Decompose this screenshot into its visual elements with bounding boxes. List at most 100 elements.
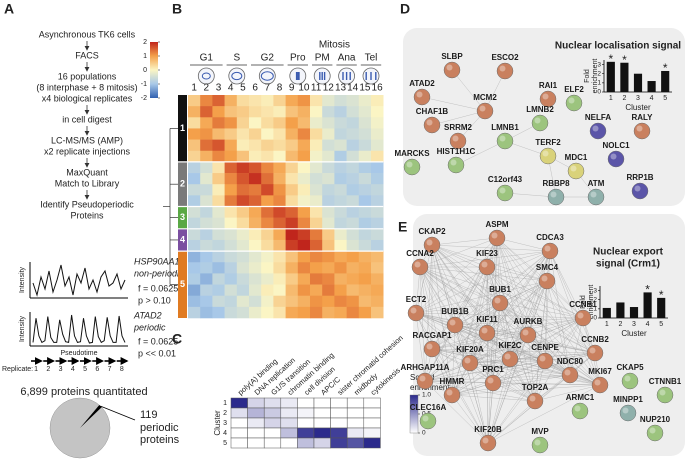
p-value: p > 0.10 (138, 295, 171, 305)
node (565, 94, 583, 112)
x-tick-label: 3 (636, 95, 640, 102)
heatmap-cell (297, 217, 311, 230)
enrichment-cell (363, 397, 381, 409)
edge (415, 312, 584, 319)
node-highlight (589, 347, 596, 354)
node (539, 147, 557, 165)
bar (661, 70, 670, 92)
node-highlight (610, 153, 617, 160)
significance-marker: * (659, 288, 664, 302)
heatmap-cell (212, 161, 225, 174)
node-highlight (542, 93, 549, 100)
edge (492, 237, 498, 384)
heatmap-cell (310, 139, 323, 152)
phase-label: Pro (290, 53, 306, 64)
heatmap-cell (310, 284, 323, 296)
edge (487, 382, 494, 444)
enrichment-cell (346, 397, 365, 409)
edge (424, 360, 546, 382)
heatmap-cell (358, 284, 372, 296)
pie-total: 6,899 (20, 386, 48, 398)
heatmap-cell (261, 95, 274, 107)
node (423, 236, 441, 254)
node-highlight (450, 159, 457, 166)
edge (487, 400, 536, 444)
heatmap-cell (285, 273, 299, 285)
heatmap-cell (358, 228, 372, 241)
flow-step: x4 biological replicates (42, 93, 133, 103)
node (531, 436, 549, 454)
node-label: BUB1B (441, 307, 469, 316)
heatmap-cell (261, 206, 274, 218)
heatmap-cell (346, 262, 360, 274)
heatmap-cell (346, 184, 360, 196)
node-highlight (564, 369, 571, 376)
heatmap-cell (188, 195, 201, 207)
node (547, 188, 565, 206)
heatmap-cell (212, 184, 225, 196)
heatmap-cell (273, 251, 286, 263)
node-highlight (419, 375, 426, 382)
heatmap-cell (358, 239, 372, 252)
panel-label: D (400, 1, 410, 17)
heatmap-cell (200, 284, 213, 296)
edge (415, 312, 489, 444)
heatmap-cell (200, 150, 213, 163)
heatmap-cell (358, 251, 372, 263)
heatmap-cell (334, 95, 347, 107)
phase-label: G2 (261, 53, 275, 64)
edge (431, 244, 584, 319)
heatmap-cell (236, 150, 250, 163)
heatmap-cell (261, 195, 274, 207)
heatmap-cell (224, 95, 238, 107)
heatmap-cell (346, 228, 360, 241)
node (501, 350, 519, 368)
heatmap-cell (200, 273, 213, 285)
node (491, 294, 509, 312)
heatmap-cell (334, 139, 347, 152)
edge (424, 380, 536, 402)
edge (499, 302, 596, 354)
edge (454, 237, 498, 326)
enrichment-cell (330, 417, 348, 429)
enrichment-cell (363, 417, 381, 429)
heatmap-cell (224, 217, 238, 230)
heatmap-cell (334, 117, 347, 129)
column-number: 10 (298, 83, 310, 94)
heatmap-cell (285, 239, 299, 252)
edge (486, 237, 498, 334)
heatmap-cell (224, 161, 238, 174)
heatmap-cell (236, 217, 250, 230)
edge (492, 382, 601, 386)
heatmap-cell (322, 150, 335, 163)
x-tick-label: 5 (663, 95, 667, 102)
enrichment-cell (346, 407, 365, 419)
edge (431, 334, 529, 350)
node-label: TOP2A (522, 383, 549, 392)
heatmap-cell (200, 228, 213, 241)
heatmap-cell (322, 284, 335, 296)
heatmap-cell (249, 273, 262, 285)
edge (549, 250, 571, 376)
node (567, 162, 585, 180)
node-highlight (544, 245, 551, 252)
edge (504, 192, 557, 198)
heatmap-cell (310, 262, 323, 274)
heatmap-cell (224, 306, 238, 319)
heatmap-cell (261, 173, 274, 185)
node (587, 188, 605, 206)
column-number: 3 (216, 83, 222, 94)
replicate-number: 4 (71, 366, 75, 373)
edge (451, 394, 489, 444)
y-tick-label: 0 (597, 89, 601, 96)
edge (419, 237, 498, 268)
heatmap-cell (224, 273, 238, 285)
heatmap-cell (371, 106, 384, 118)
heatmap-cell (297, 150, 311, 163)
x-tick-label: 2 (618, 321, 622, 328)
node-label: PRC1 (482, 365, 504, 374)
node-highlight (491, 232, 498, 239)
node-highlight (570, 165, 577, 172)
node (538, 272, 556, 290)
heatmap-cell (249, 228, 262, 241)
